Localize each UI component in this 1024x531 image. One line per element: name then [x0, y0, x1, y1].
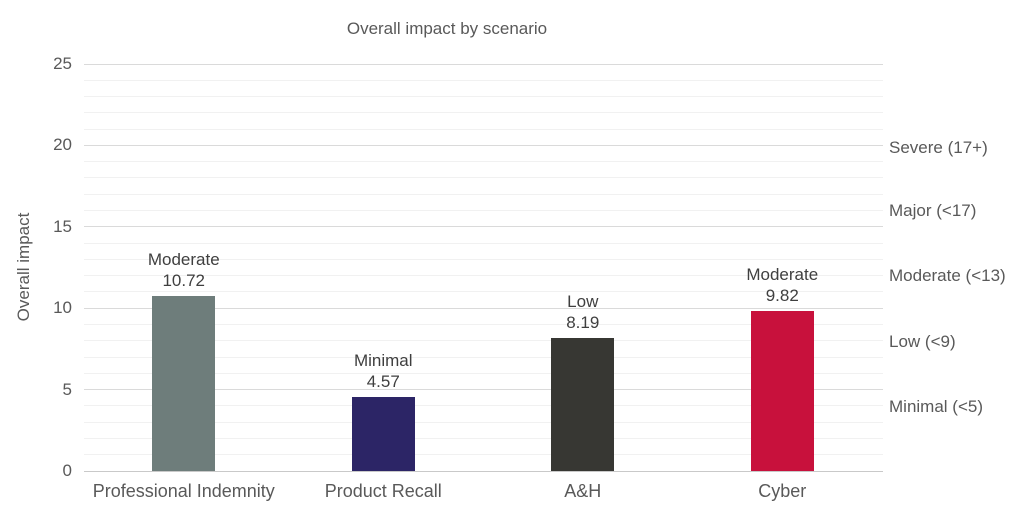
minor-gridline [84, 454, 883, 456]
bar-cyber [750, 311, 814, 471]
severity-band-label: Minimal (<5) [889, 396, 983, 416]
bar-professional-indemnity [152, 296, 216, 471]
minor-gridline [84, 96, 883, 98]
minor-gridline [84, 177, 883, 179]
y-tick-label: 5 [62, 379, 72, 399]
major-gridline [84, 144, 883, 146]
minor-gridline [84, 210, 883, 212]
major-gridline [84, 389, 883, 391]
minor-gridline [84, 258, 883, 260]
x-category-label: A&H [564, 481, 602, 501]
bar-data-label: Moderate 10.72 [89, 249, 279, 291]
bar-product-recall [351, 396, 415, 471]
x-axis-baseline [84, 470, 883, 472]
x-category-label: Product Recall [324, 481, 442, 501]
major-gridline [84, 226, 883, 228]
bar-value-label: 9.82 [765, 286, 799, 306]
bar-rating-label: Low [567, 291, 599, 311]
minor-gridline [84, 193, 883, 195]
major-gridline [84, 63, 883, 65]
minor-gridline [84, 356, 883, 358]
bar-a-h [551, 337, 615, 471]
minor-gridline [84, 291, 883, 293]
bar-data-label: Minimal 4.57 [288, 350, 478, 392]
minor-gridline [84, 421, 883, 423]
minor-gridline [84, 161, 883, 163]
minor-gridline [84, 112, 883, 114]
x-category-label: Cyber [758, 481, 807, 501]
minor-gridline [84, 323, 883, 325]
y-tick-label: 10 [53, 298, 72, 318]
bar-rating-label: Moderate [147, 250, 220, 270]
bar-data-label: Moderate 9.82 [687, 264, 877, 306]
bar-rating-label: Minimal [353, 350, 413, 370]
minor-gridline [84, 242, 883, 244]
severity-band-label: Major (<17) [889, 201, 977, 221]
minor-gridline [84, 405, 883, 407]
y-tick-label: 25 [53, 54, 72, 73]
bar-data-label: Low 8.19 [488, 291, 678, 333]
y-tick-label: 0 [62, 461, 72, 480]
severity-band-label: Severe (17+) [889, 137, 988, 157]
bar-value-label: 10.72 [162, 271, 206, 291]
major-gridline [84, 307, 883, 309]
bar-value-label: 4.57 [366, 371, 400, 391]
minor-gridline [84, 275, 883, 277]
severity-band-label: Moderate (<13) [889, 266, 1006, 286]
y-tick-label: 15 [53, 216, 72, 236]
severity-band-label: Low (<9) [889, 331, 956, 351]
minor-gridline [84, 128, 883, 130]
bar-rating-label: Moderate [746, 265, 819, 285]
chart-title: Overall impact by scenario [346, 19, 548, 38]
minor-gridline [84, 79, 883, 81]
x-category-label: Professional Indemnity [92, 481, 275, 501]
minor-gridline [84, 372, 883, 374]
y-tick-label: 20 [53, 135, 72, 155]
minor-gridline [84, 340, 883, 342]
minor-gridline [84, 437, 883, 439]
bar-value-label: 8.19 [566, 312, 600, 332]
